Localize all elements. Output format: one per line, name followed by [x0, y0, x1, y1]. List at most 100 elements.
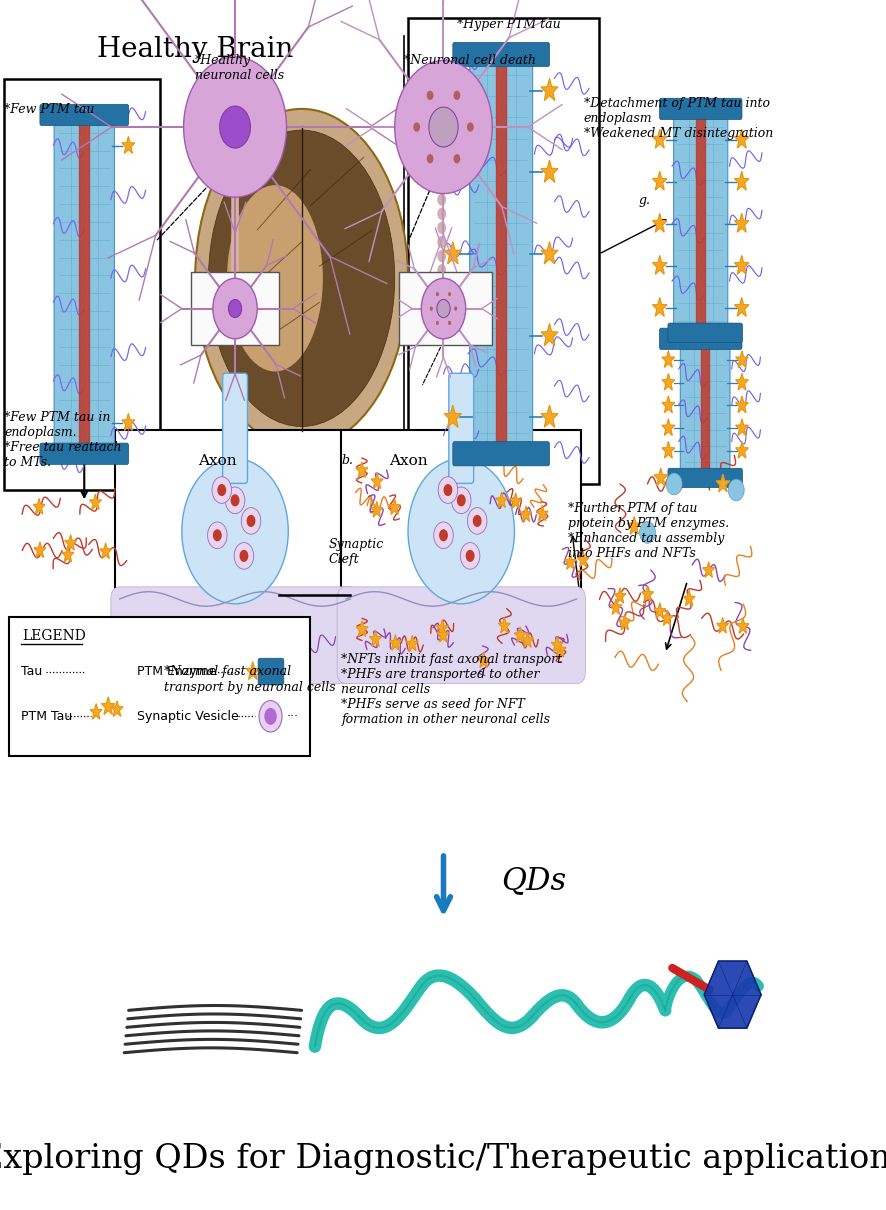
- FancyBboxPatch shape: [231, 197, 238, 226]
- Text: ···: ···: [286, 710, 299, 722]
- FancyBboxPatch shape: [231, 184, 238, 213]
- Text: Axon: Axon: [198, 454, 237, 468]
- Circle shape: [435, 321, 439, 325]
- Polygon shape: [577, 552, 588, 567]
- Circle shape: [466, 122, 473, 132]
- Circle shape: [394, 60, 492, 194]
- Circle shape: [437, 293, 446, 305]
- Polygon shape: [101, 697, 115, 714]
- Polygon shape: [734, 214, 748, 232]
- Polygon shape: [715, 474, 729, 491]
- Text: PTM Enzyme: PTM Enzyme: [137, 666, 217, 678]
- FancyBboxPatch shape: [231, 260, 238, 289]
- Polygon shape: [734, 172, 748, 190]
- Circle shape: [447, 321, 451, 325]
- Polygon shape: [540, 242, 557, 264]
- Polygon shape: [653, 603, 664, 618]
- Polygon shape: [702, 561, 714, 577]
- Circle shape: [264, 708, 276, 725]
- Polygon shape: [540, 405, 557, 427]
- Text: *Healthy
neuronal cells: *Healthy neuronal cells: [195, 54, 284, 82]
- Circle shape: [207, 522, 227, 548]
- FancyBboxPatch shape: [231, 273, 238, 302]
- Polygon shape: [734, 351, 748, 368]
- Polygon shape: [521, 632, 532, 647]
- Circle shape: [426, 154, 433, 163]
- Circle shape: [437, 208, 446, 220]
- Polygon shape: [216, 624, 227, 638]
- Polygon shape: [734, 397, 748, 413]
- Text: LEGEND: LEGEND: [22, 629, 86, 644]
- Bar: [701, 333, 709, 478]
- Circle shape: [239, 549, 248, 561]
- Polygon shape: [111, 701, 123, 716]
- Circle shape: [467, 508, 486, 534]
- Polygon shape: [389, 635, 400, 650]
- Polygon shape: [34, 542, 46, 558]
- Polygon shape: [734, 298, 748, 316]
- Text: *Hyper PTM tau: *Hyper PTM tau: [456, 18, 560, 31]
- Polygon shape: [145, 624, 156, 638]
- Circle shape: [437, 194, 446, 206]
- Polygon shape: [734, 419, 748, 436]
- Polygon shape: [444, 79, 461, 100]
- Polygon shape: [618, 615, 630, 630]
- Text: *NFTs inhibit fast axonal transport
*PHFs are transported to other
neuronal cell: *NFTs inhibit fast axonal transport *PHF…: [341, 653, 562, 726]
- Circle shape: [435, 292, 439, 296]
- Polygon shape: [540, 161, 557, 183]
- Circle shape: [443, 484, 452, 496]
- Polygon shape: [514, 627, 525, 643]
- Polygon shape: [661, 419, 674, 436]
- Circle shape: [228, 299, 241, 318]
- Circle shape: [241, 508, 260, 534]
- Circle shape: [230, 494, 239, 506]
- Polygon shape: [734, 129, 748, 148]
- Circle shape: [426, 91, 433, 100]
- Circle shape: [182, 459, 288, 604]
- Polygon shape: [661, 374, 674, 390]
- Circle shape: [433, 522, 453, 548]
- Text: *Detachment of PTM tau into
endoplasm
*Weakened MT disintegration: *Detachment of PTM tau into endoplasm *W…: [583, 97, 772, 140]
- Circle shape: [453, 91, 460, 100]
- Circle shape: [408, 459, 514, 604]
- Polygon shape: [661, 351, 674, 368]
- Polygon shape: [652, 214, 666, 232]
- Polygon shape: [436, 620, 447, 635]
- FancyBboxPatch shape: [667, 468, 742, 488]
- Text: Synaptic
Cleft: Synaptic Cleft: [328, 538, 383, 566]
- Circle shape: [456, 494, 465, 506]
- Circle shape: [451, 486, 470, 513]
- Circle shape: [437, 299, 449, 318]
- FancyBboxPatch shape: [470, 51, 532, 457]
- Circle shape: [259, 701, 282, 732]
- FancyBboxPatch shape: [337, 587, 585, 684]
- Polygon shape: [369, 630, 381, 646]
- FancyBboxPatch shape: [9, 617, 310, 756]
- Circle shape: [234, 542, 253, 569]
- Text: Exploring QDs for Diagnostic/Therapeutic applications: Exploring QDs for Diagnostic/Therapeutic…: [0, 1143, 886, 1175]
- Circle shape: [213, 278, 257, 339]
- Polygon shape: [444, 323, 461, 346]
- FancyBboxPatch shape: [40, 443, 128, 465]
- Polygon shape: [652, 172, 666, 190]
- Circle shape: [183, 57, 286, 197]
- Polygon shape: [613, 588, 626, 604]
- Circle shape: [460, 542, 479, 569]
- Text: *Neuronal cell death: *Neuronal cell death: [403, 54, 535, 68]
- Text: *Normal fast axonal
transport by neuronal cells: *Normal fast axonal transport by neurona…: [164, 666, 335, 693]
- Circle shape: [413, 122, 420, 132]
- Polygon shape: [610, 599, 621, 615]
- Circle shape: [246, 515, 255, 528]
- FancyBboxPatch shape: [680, 329, 729, 482]
- FancyBboxPatch shape: [452, 442, 548, 466]
- FancyBboxPatch shape: [222, 374, 247, 484]
- Polygon shape: [540, 79, 557, 100]
- Circle shape: [447, 292, 451, 296]
- Polygon shape: [181, 624, 191, 638]
- Circle shape: [472, 515, 481, 528]
- Circle shape: [665, 473, 681, 495]
- FancyBboxPatch shape: [448, 374, 473, 484]
- Circle shape: [437, 321, 446, 333]
- Circle shape: [217, 484, 226, 496]
- Ellipse shape: [208, 129, 394, 427]
